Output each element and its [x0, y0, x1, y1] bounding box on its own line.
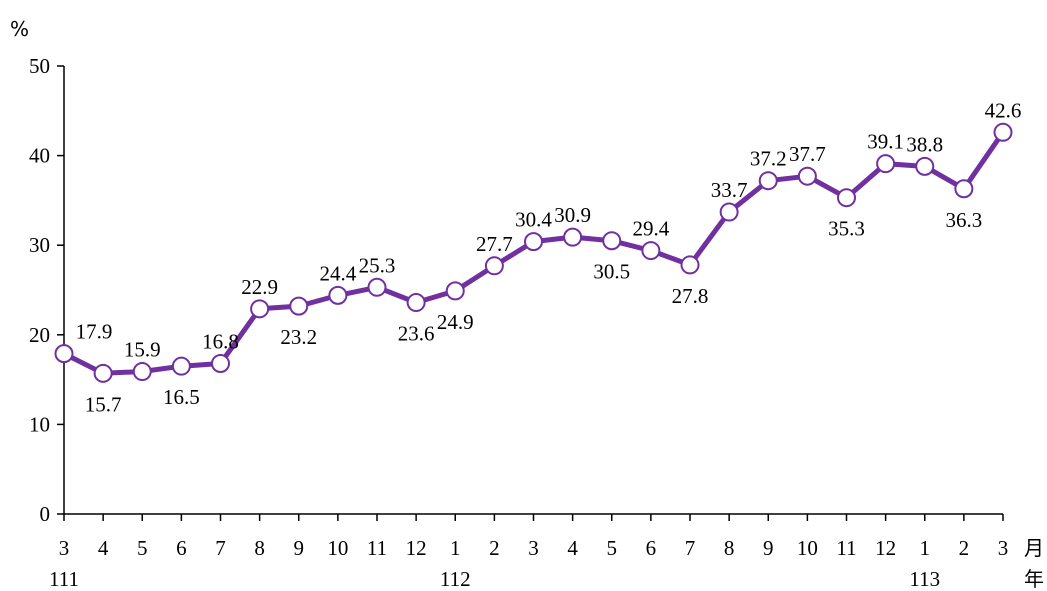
data-label: 39.1	[867, 130, 904, 154]
x-tick-label: 6	[646, 536, 657, 560]
y-tick-label: 10	[29, 412, 50, 436]
data-point-marker	[954, 179, 974, 199]
x-tick-label: 3	[59, 536, 70, 560]
data-point-marker	[837, 188, 856, 208]
x-tick-label: 12	[875, 536, 896, 560]
x-tick-label: 10	[327, 536, 348, 560]
x-tick-label: 9	[763, 536, 774, 560]
data-point-marker	[406, 293, 426, 313]
x-year-label: 112	[440, 567, 471, 591]
data-label: 23.2	[280, 325, 317, 349]
data-point-marker	[758, 171, 778, 191]
x-tick-label: 6	[176, 536, 187, 560]
data-point-marker	[602, 231, 622, 251]
y-tick-label: 20	[29, 323, 50, 347]
data-label: 27.7	[476, 232, 513, 256]
x-tick-label: 2	[489, 536, 500, 560]
data-label: 35.3	[828, 217, 865, 241]
data-label: 16.5	[163, 385, 200, 409]
data-label: 16.8	[202, 329, 239, 353]
data-label: 30.5	[593, 260, 630, 284]
data-point-marker	[93, 363, 113, 383]
data-point-marker	[680, 255, 700, 275]
x-tick-label: 1	[450, 536, 461, 560]
data-label: 24.9	[437, 310, 474, 334]
data-point-marker	[132, 362, 152, 382]
x-axis-month-unit: 月	[1024, 536, 1044, 560]
x-tick-label: 11	[836, 536, 856, 560]
data-point-marker	[367, 277, 387, 297]
data-point-marker	[484, 256, 504, 276]
data-point-marker	[563, 227, 583, 247]
data-label: 29.4	[633, 217, 670, 241]
x-tick-label: 9	[294, 536, 305, 560]
y-tick-label: 50	[29, 54, 50, 78]
data-label: 17.9	[76, 320, 113, 344]
data-label: 30.4	[515, 208, 552, 232]
x-tick-label: 4	[567, 536, 578, 560]
data-label: 36.3	[946, 208, 983, 232]
data-label: 30.9	[554, 203, 591, 227]
data-label: 25.3	[359, 253, 396, 277]
data-point-marker	[641, 241, 661, 261]
data-point-marker	[915, 156, 935, 176]
data-label: 38.8	[906, 132, 943, 156]
data-point-marker	[328, 285, 348, 305]
x-tick-label: 1	[920, 536, 931, 560]
data-label: 33.7	[711, 178, 748, 202]
data-label: 15.9	[124, 338, 161, 362]
x-tick-label: 10	[797, 536, 818, 560]
data-point-marker	[250, 299, 270, 319]
data-label: 27.8	[672, 284, 709, 308]
data-label: 37.7	[789, 142, 826, 166]
x-axis-year-unit: 年	[1024, 567, 1044, 591]
data-label: 42.6	[985, 98, 1022, 122]
y-tick-label: 0	[40, 502, 51, 526]
x-tick-label: 3	[528, 536, 539, 560]
x-tick-label: 2	[959, 536, 970, 560]
data-label: 37.2	[750, 147, 787, 171]
x-tick-label: 3	[998, 536, 1009, 560]
data-point-marker	[171, 356, 191, 376]
x-tick-label: 8	[724, 536, 735, 560]
y-axis-ticks: 0 10 20 30 40 50	[29, 54, 64, 526]
data-point-marker	[993, 122, 1013, 142]
data-point-marker	[876, 154, 896, 174]
data-label: 23.6	[398, 322, 435, 346]
x-tick-label: 4	[98, 536, 109, 560]
data-label: 24.4	[320, 261, 357, 285]
y-tick-label: 30	[29, 233, 50, 257]
series-layer	[54, 122, 1013, 383]
data-point-marker	[54, 344, 74, 364]
x-tick-label: 11	[367, 536, 387, 560]
data-label: 15.7	[85, 392, 122, 416]
x-year-label: 111	[49, 567, 79, 591]
data-labels: 17.9 15.7 15.916.5 16.8 22.9 23.2 24.4 25.3 23.6…	[76, 98, 1022, 416]
data-point-marker	[524, 232, 543, 252]
data-label: 22.9	[241, 275, 278, 299]
x-tick-label: 8	[254, 536, 265, 560]
y-tick-label: 40	[29, 144, 50, 168]
data-point-marker	[445, 281, 465, 301]
x-tick-label: 5	[137, 536, 148, 560]
x-tick-label: 7	[685, 536, 696, 560]
x-tick-label: 5	[607, 536, 618, 560]
data-point-marker	[289, 296, 309, 316]
data-point-marker	[211, 353, 230, 373]
data-point-marker	[797, 166, 817, 186]
x-year-label: 113	[909, 567, 940, 591]
y-axis-unit-label: %	[10, 17, 29, 41]
x-tick-label: 7	[215, 536, 226, 560]
data-point-marker	[719, 202, 739, 222]
x-tick-label: 12	[406, 536, 427, 560]
